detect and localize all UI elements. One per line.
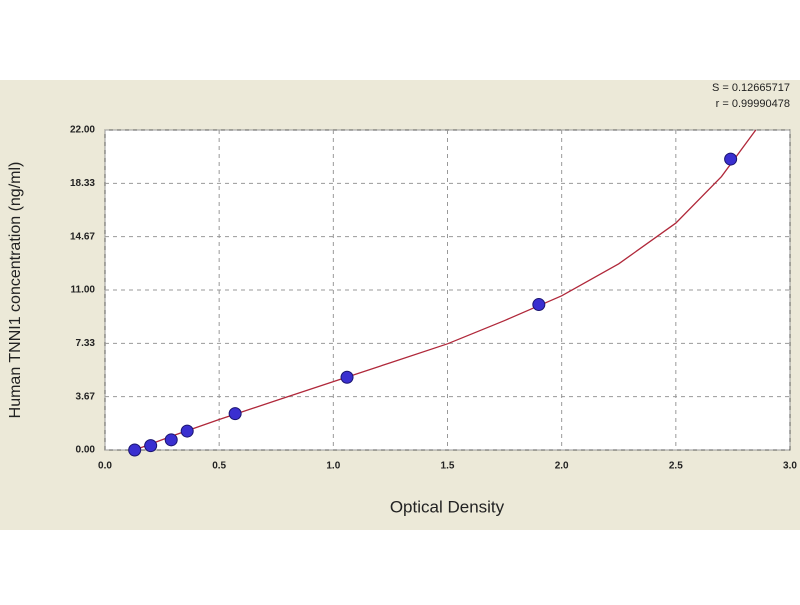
x-tick-label: 2.5	[669, 461, 683, 472]
y-tick-label: 7.33	[76, 338, 96, 349]
data-point	[164, 433, 178, 447]
x-tick-label: 3.0	[783, 461, 797, 472]
y-tick-label: 18.33	[70, 178, 95, 189]
x-tick-label: 0.0	[98, 461, 112, 472]
y-tick-label: 3.67	[76, 391, 96, 402]
x-axis-label: Optical Density	[390, 497, 505, 516]
annotation: r = 0.99990478	[716, 98, 790, 110]
data-point	[532, 298, 546, 312]
data-point	[228, 407, 242, 421]
y-axis-label: Human TNNI1 concentration (ng/ml)	[7, 162, 24, 419]
data-point	[180, 424, 194, 438]
y-tick-label: 11.00	[71, 285, 96, 296]
x-tick-label: 1.0	[326, 461, 340, 472]
y-tick-label: 0.00	[76, 445, 96, 456]
fit-curve	[134, 129, 757, 451]
x-tick-label: 0.5	[212, 461, 226, 472]
y-tick-label: 22.00	[70, 125, 95, 136]
x-tick-label: 1.5	[441, 461, 455, 472]
data-point	[340, 370, 354, 384]
data-point	[724, 152, 738, 166]
annotation: S = 0.12665717	[712, 82, 790, 94]
data-point	[144, 439, 158, 453]
x-tick-label: 2.0	[555, 461, 569, 472]
y-tick-label: 14.67	[70, 231, 95, 242]
data-point	[128, 443, 142, 457]
